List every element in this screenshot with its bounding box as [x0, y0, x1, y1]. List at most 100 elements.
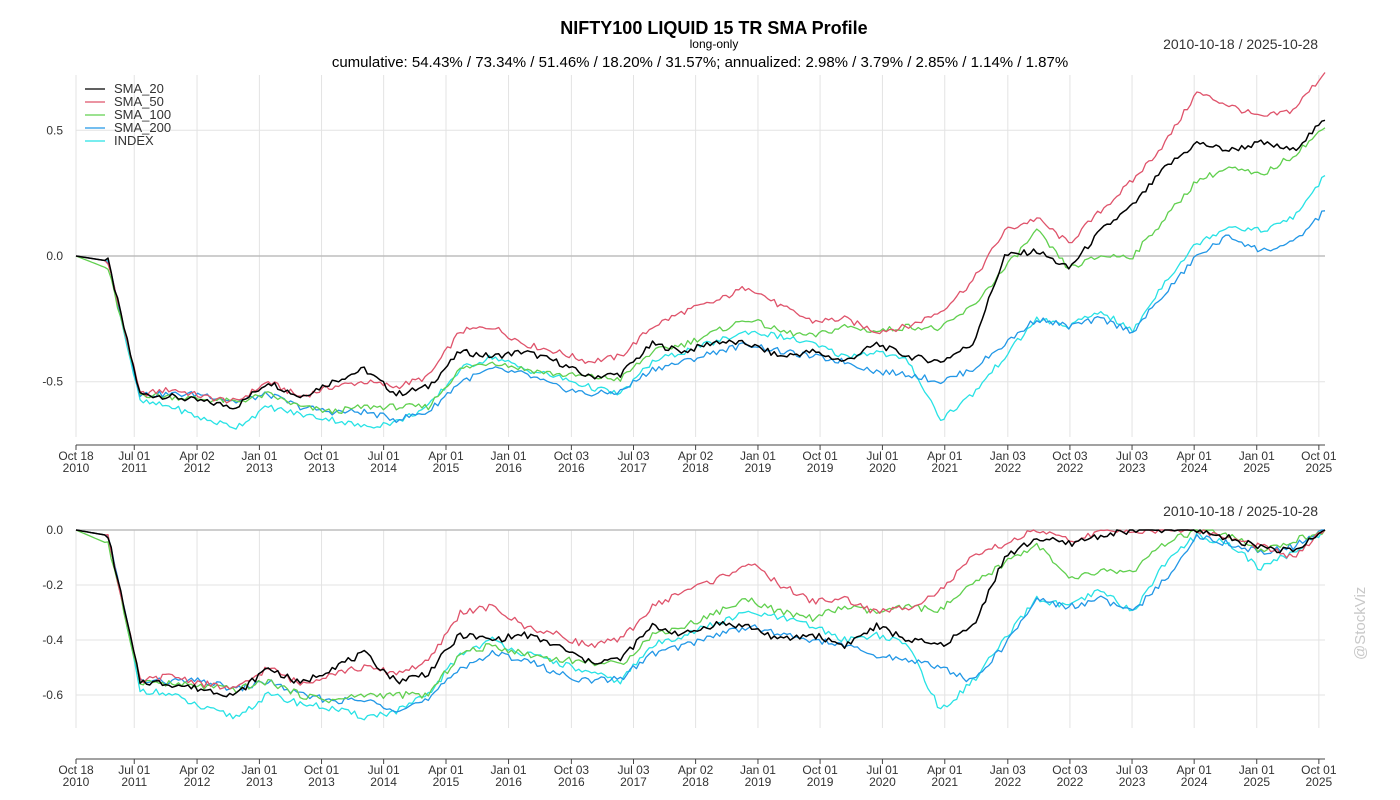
chart-title: NIFTY100 LIQUID 15 TR SMA Profile	[560, 18, 868, 38]
x-tick-label: Oct 03	[554, 763, 590, 777]
x-tick-label: Apr 02	[678, 763, 714, 777]
x-tick-year: 2013	[308, 775, 335, 789]
x-tick-year: 2024	[1181, 461, 1208, 475]
series-line-sma_100	[75, 529, 1326, 704]
x-tick-year: 2020	[869, 461, 896, 475]
chart-subtitle: long-only	[689, 37, 739, 51]
x-tick-label: Apr 02	[678, 449, 714, 463]
x-tick-year: 2025	[1306, 461, 1333, 475]
legend-label: SMA_200	[114, 120, 171, 135]
x-tick-label: Oct 18	[58, 449, 94, 463]
x-tick-year: 2013	[308, 461, 335, 475]
x-tick-year: 2015	[433, 775, 460, 789]
x-tick-year: 2014	[370, 775, 397, 789]
series-line-sma_20	[75, 529, 1326, 698]
x-tick-label: Jul 01	[368, 449, 400, 463]
y-tick-label: 0.0	[46, 249, 63, 263]
y-tick-label: -0.4	[42, 633, 63, 647]
x-tick-label: Jan 03	[990, 449, 1026, 463]
y-tick-label: 0.5	[46, 123, 63, 137]
x-tick-label: Jan 01	[241, 763, 277, 777]
y-tick-label: -0.5	[42, 375, 63, 389]
x-tick-year: 2016	[558, 775, 585, 789]
x-tick-label: Apr 02	[179, 449, 215, 463]
legend-label: SMA_50	[114, 94, 164, 109]
x-tick-year: 2017	[620, 461, 647, 475]
x-tick-label: Jul 01	[368, 763, 400, 777]
x-tick-label: Jul 03	[1116, 763, 1148, 777]
y-tick-label: -0.6	[42, 688, 63, 702]
x-tick-label: Jan 01	[740, 449, 776, 463]
x-tick-label: Jul 01	[118, 449, 150, 463]
x-tick-year: 2022	[1057, 461, 1084, 475]
x-tick-year: 2017	[620, 775, 647, 789]
x-tick-year: 2010	[63, 775, 90, 789]
x-tick-label: Jan 01	[1239, 449, 1275, 463]
x-tick-year: 2016	[495, 775, 522, 789]
x-tick-label: Jul 01	[118, 763, 150, 777]
x-tick-year: 2021	[931, 461, 958, 475]
x-tick-label: Apr 01	[1176, 449, 1212, 463]
x-tick-label: Oct 03	[1052, 763, 1088, 777]
x-tick-year: 2022	[1057, 775, 1084, 789]
x-tick-label: Oct 01	[304, 449, 340, 463]
x-tick-label: Oct 01	[1301, 449, 1337, 463]
legend-label: INDEX	[114, 133, 154, 148]
x-tick-year: 2023	[1119, 461, 1146, 475]
x-tick-year: 2010	[63, 461, 90, 475]
x-tick-year: 2019	[745, 461, 772, 475]
x-tick-year: 2013	[246, 461, 273, 475]
x-tick-year: 2012	[184, 775, 211, 789]
x-tick-label: Apr 01	[428, 763, 464, 777]
x-tick-label: Oct 01	[802, 449, 838, 463]
x-tick-year: 2025	[1306, 775, 1333, 789]
x-tick-year: 2022	[994, 775, 1021, 789]
date-range-bottom: 2010-10-18 / 2025-10-28	[1163, 503, 1318, 519]
series-line-index	[75, 175, 1326, 430]
series-line-sma_200	[75, 529, 1325, 713]
series-line-sma_50	[75, 529, 1326, 690]
series-line-sma_50	[75, 72, 1326, 404]
x-tick-label: Jan 01	[491, 763, 527, 777]
x-tick-label: Jul 03	[1116, 449, 1148, 463]
x-tick-label: Jan 01	[740, 763, 776, 777]
x-tick-year: 2019	[807, 775, 834, 789]
x-tick-year: 2012	[184, 461, 211, 475]
legend-label: SMA_20	[114, 81, 164, 96]
series-line-index	[75, 529, 1326, 721]
x-tick-label: Apr 02	[179, 763, 215, 777]
x-tick-year: 2025	[1243, 461, 1270, 475]
x-tick-label: Apr 01	[927, 449, 963, 463]
series-line-sma_200	[75, 210, 1326, 424]
x-tick-year: 2014	[370, 461, 397, 475]
x-tick-year: 2022	[994, 461, 1021, 475]
x-tick-year: 2016	[558, 461, 585, 475]
y-tick-label: 0.0	[46, 523, 63, 537]
x-tick-year: 2024	[1181, 775, 1208, 789]
x-tick-label: Oct 01	[304, 763, 340, 777]
legend-label: SMA_100	[114, 107, 171, 122]
x-tick-label: Oct 03	[1052, 449, 1088, 463]
x-tick-label: Jan 01	[491, 449, 527, 463]
x-tick-label: Oct 01	[802, 763, 838, 777]
x-tick-label: Apr 01	[1176, 763, 1212, 777]
x-tick-year: 2013	[246, 775, 273, 789]
x-tick-year: 2025	[1243, 775, 1270, 789]
x-tick-label: Jul 01	[866, 449, 898, 463]
series-line-sma_100	[75, 127, 1326, 415]
x-tick-year: 2011	[121, 775, 147, 789]
x-tick-label: Oct 01	[1301, 763, 1337, 777]
x-tick-label: Jan 03	[990, 763, 1026, 777]
x-tick-label: Oct 03	[554, 449, 590, 463]
series-line-sma_20	[75, 119, 1326, 410]
x-tick-label: Jan 01	[1239, 763, 1275, 777]
x-tick-year: 2018	[682, 461, 709, 475]
x-tick-label: Oct 18	[58, 763, 94, 777]
x-tick-year: 2011	[121, 461, 147, 475]
x-tick-year: 2018	[682, 775, 709, 789]
returns-summary: cumulative: 54.43% / 73.34% / 51.46% / 1…	[331, 54, 1069, 71]
